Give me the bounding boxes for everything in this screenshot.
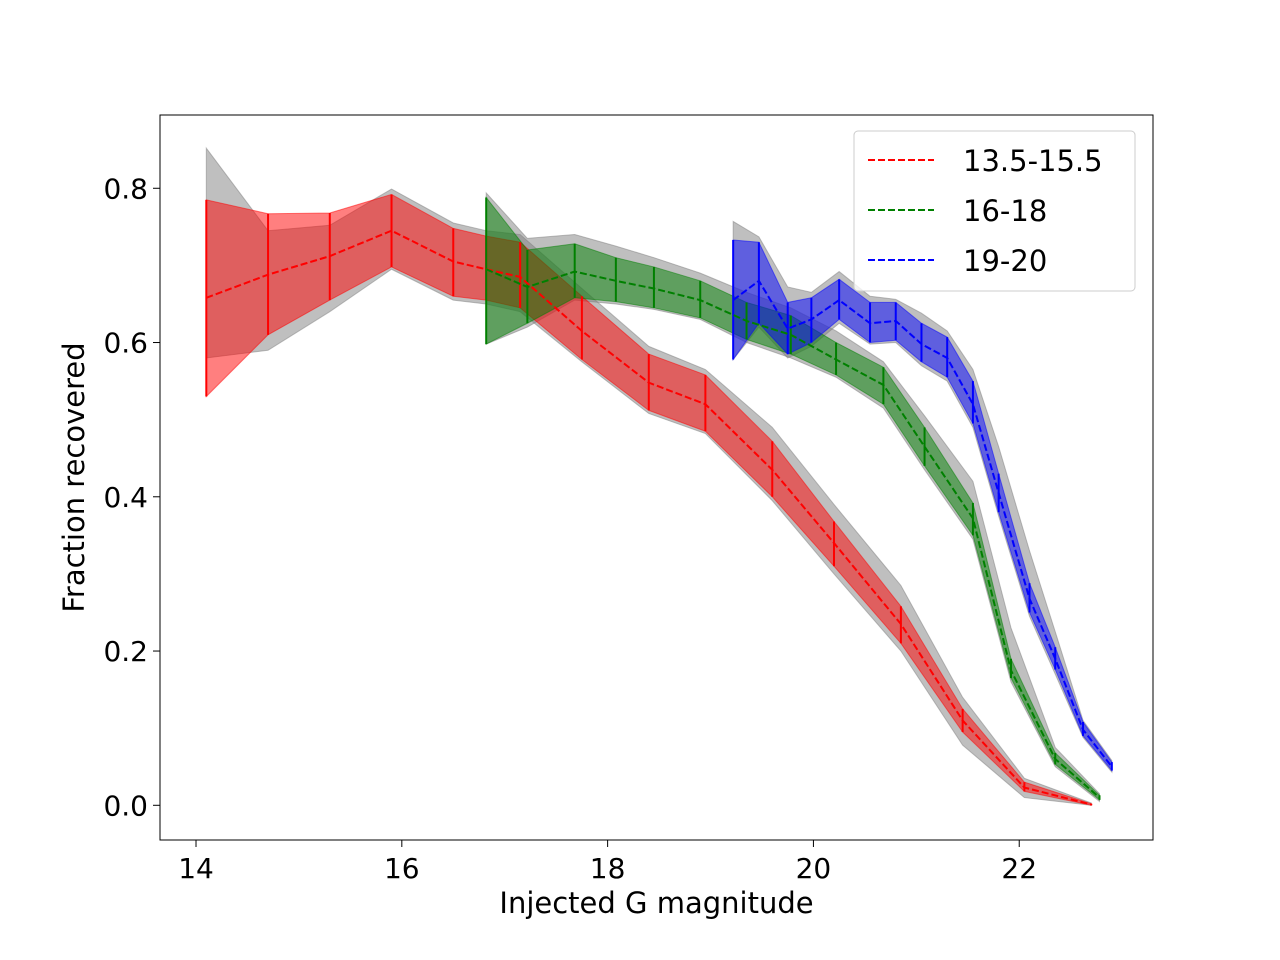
x-tick-label: 18 [590,852,626,885]
legend-label: 19-20 [963,244,1047,278]
x-tick-label: 16 [384,852,420,885]
y-axis: 0.0 0.2 0.4 0.6 0.8 [103,172,160,822]
legend-label: 13.5-15.5 [963,144,1103,178]
y-tick-label: 0.0 [103,789,148,822]
plot-area-frame [159,114,1154,841]
y-tick-label: 0.4 [103,481,148,514]
legend-label: 16-18 [963,194,1047,228]
x-tick-label: 14 [178,852,214,885]
y-tick-label: 0.2 [103,635,148,668]
x-axis: 14 16 18 20 22 [178,840,1037,885]
x-axis-label: Injected G magnitude [499,886,813,920]
y-tick-label: 0.6 [103,327,148,360]
series-line-13-5-15-5 [205,229,1092,806]
series-line-19-20 [732,279,1113,768]
y-tick-label: 0.8 [103,172,148,205]
series-lines [205,229,1113,806]
series-line-16-18 [485,268,1101,799]
legend-box [853,130,1136,292]
x-tick-label: 22 [1001,852,1037,885]
legend: 13.5-15.5 16-18 19-20 [853,130,1136,292]
x-tick-label: 20 [796,852,832,885]
y-axis-label: Fraction recovered [57,342,91,612]
